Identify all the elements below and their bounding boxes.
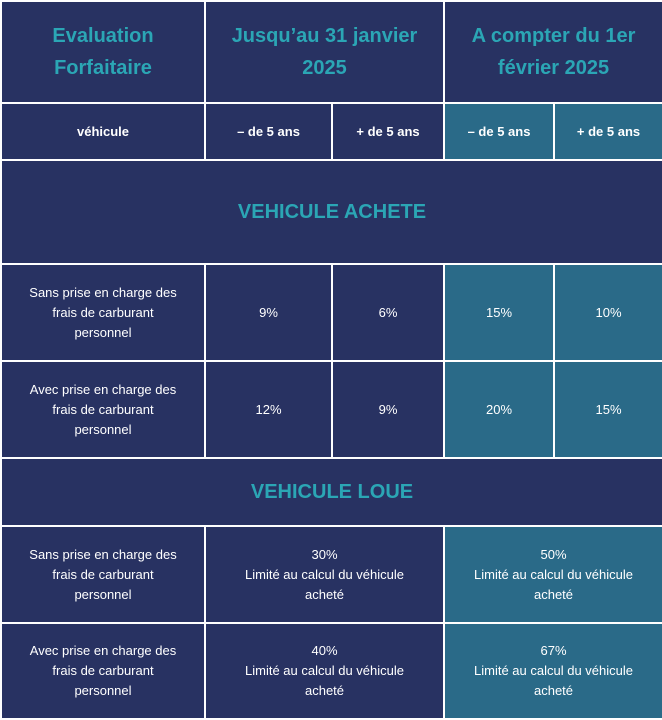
rate-cell: 10% (553, 263, 662, 362)
row-label: Sans prise en charge des frais de carbur… (0, 525, 206, 624)
table-row: Avec prise en charge des frais de carbur… (0, 360, 662, 459)
subheader-less5-after: – de 5 ans (443, 102, 556, 161)
rate-cell-before: 40% Limité au calcul du véhicule acheté (203, 622, 446, 720)
row-label: Avec prise en charge des frais de carbur… (0, 622, 206, 720)
rate-cell: 9% (204, 263, 333, 362)
subheader-more5-before: + de 5 ans (330, 102, 446, 161)
header-row: Evaluation Forfaitaire Jusqu’au 31 janvi… (0, 0, 662, 104)
header-before-feb-2025: Jusqu’au 31 janvier 2025 (203, 0, 446, 104)
row-label: Avec prise en charge des frais de carbur… (0, 360, 206, 459)
table-row: Avec prise en charge des frais de carbur… (0, 622, 662, 720)
rate-cell-after: 50% Limité au calcul du véhicule acheté (443, 525, 662, 624)
subheader-less5-before: – de 5 ans (204, 102, 333, 161)
rate-cell: 15% (553, 360, 662, 459)
rate-cell-after: 67% Limité au calcul du véhicule acheté (443, 622, 662, 720)
table-row: Sans prise en charge des frais de carbur… (0, 263, 662, 362)
rate-cell: 15% (443, 263, 556, 362)
rate-cell: 6% (330, 263, 446, 362)
subheader-vehicle: véhicule (0, 102, 206, 161)
section-row-loue: VEHICULE LOUE (0, 457, 662, 527)
header-evaluation: Evaluation Forfaitaire (0, 0, 206, 104)
rate-cell: 9% (330, 360, 446, 459)
section-title-vehicule-loue: VEHICULE LOUE (0, 457, 662, 527)
rate-cell-before: 30% Limité au calcul du véhicule acheté (203, 525, 446, 624)
rate-cell: 20% (443, 360, 556, 459)
section-title-vehicule-achete: VEHICULE ACHETE (0, 159, 662, 265)
subheader-row: véhicule – de 5 ans + de 5 ans – de 5 an… (0, 102, 662, 161)
header-from-feb-2025: A compter du 1er février 2025 (443, 0, 662, 104)
section-row-achete: VEHICULE ACHETE (0, 159, 662, 265)
table-row: Sans prise en charge des frais de carbur… (0, 525, 662, 624)
subheader-more5-after: + de 5 ans (553, 102, 662, 161)
rate-cell: 12% (204, 360, 333, 459)
row-label: Sans prise en charge des frais de carbur… (0, 263, 206, 362)
